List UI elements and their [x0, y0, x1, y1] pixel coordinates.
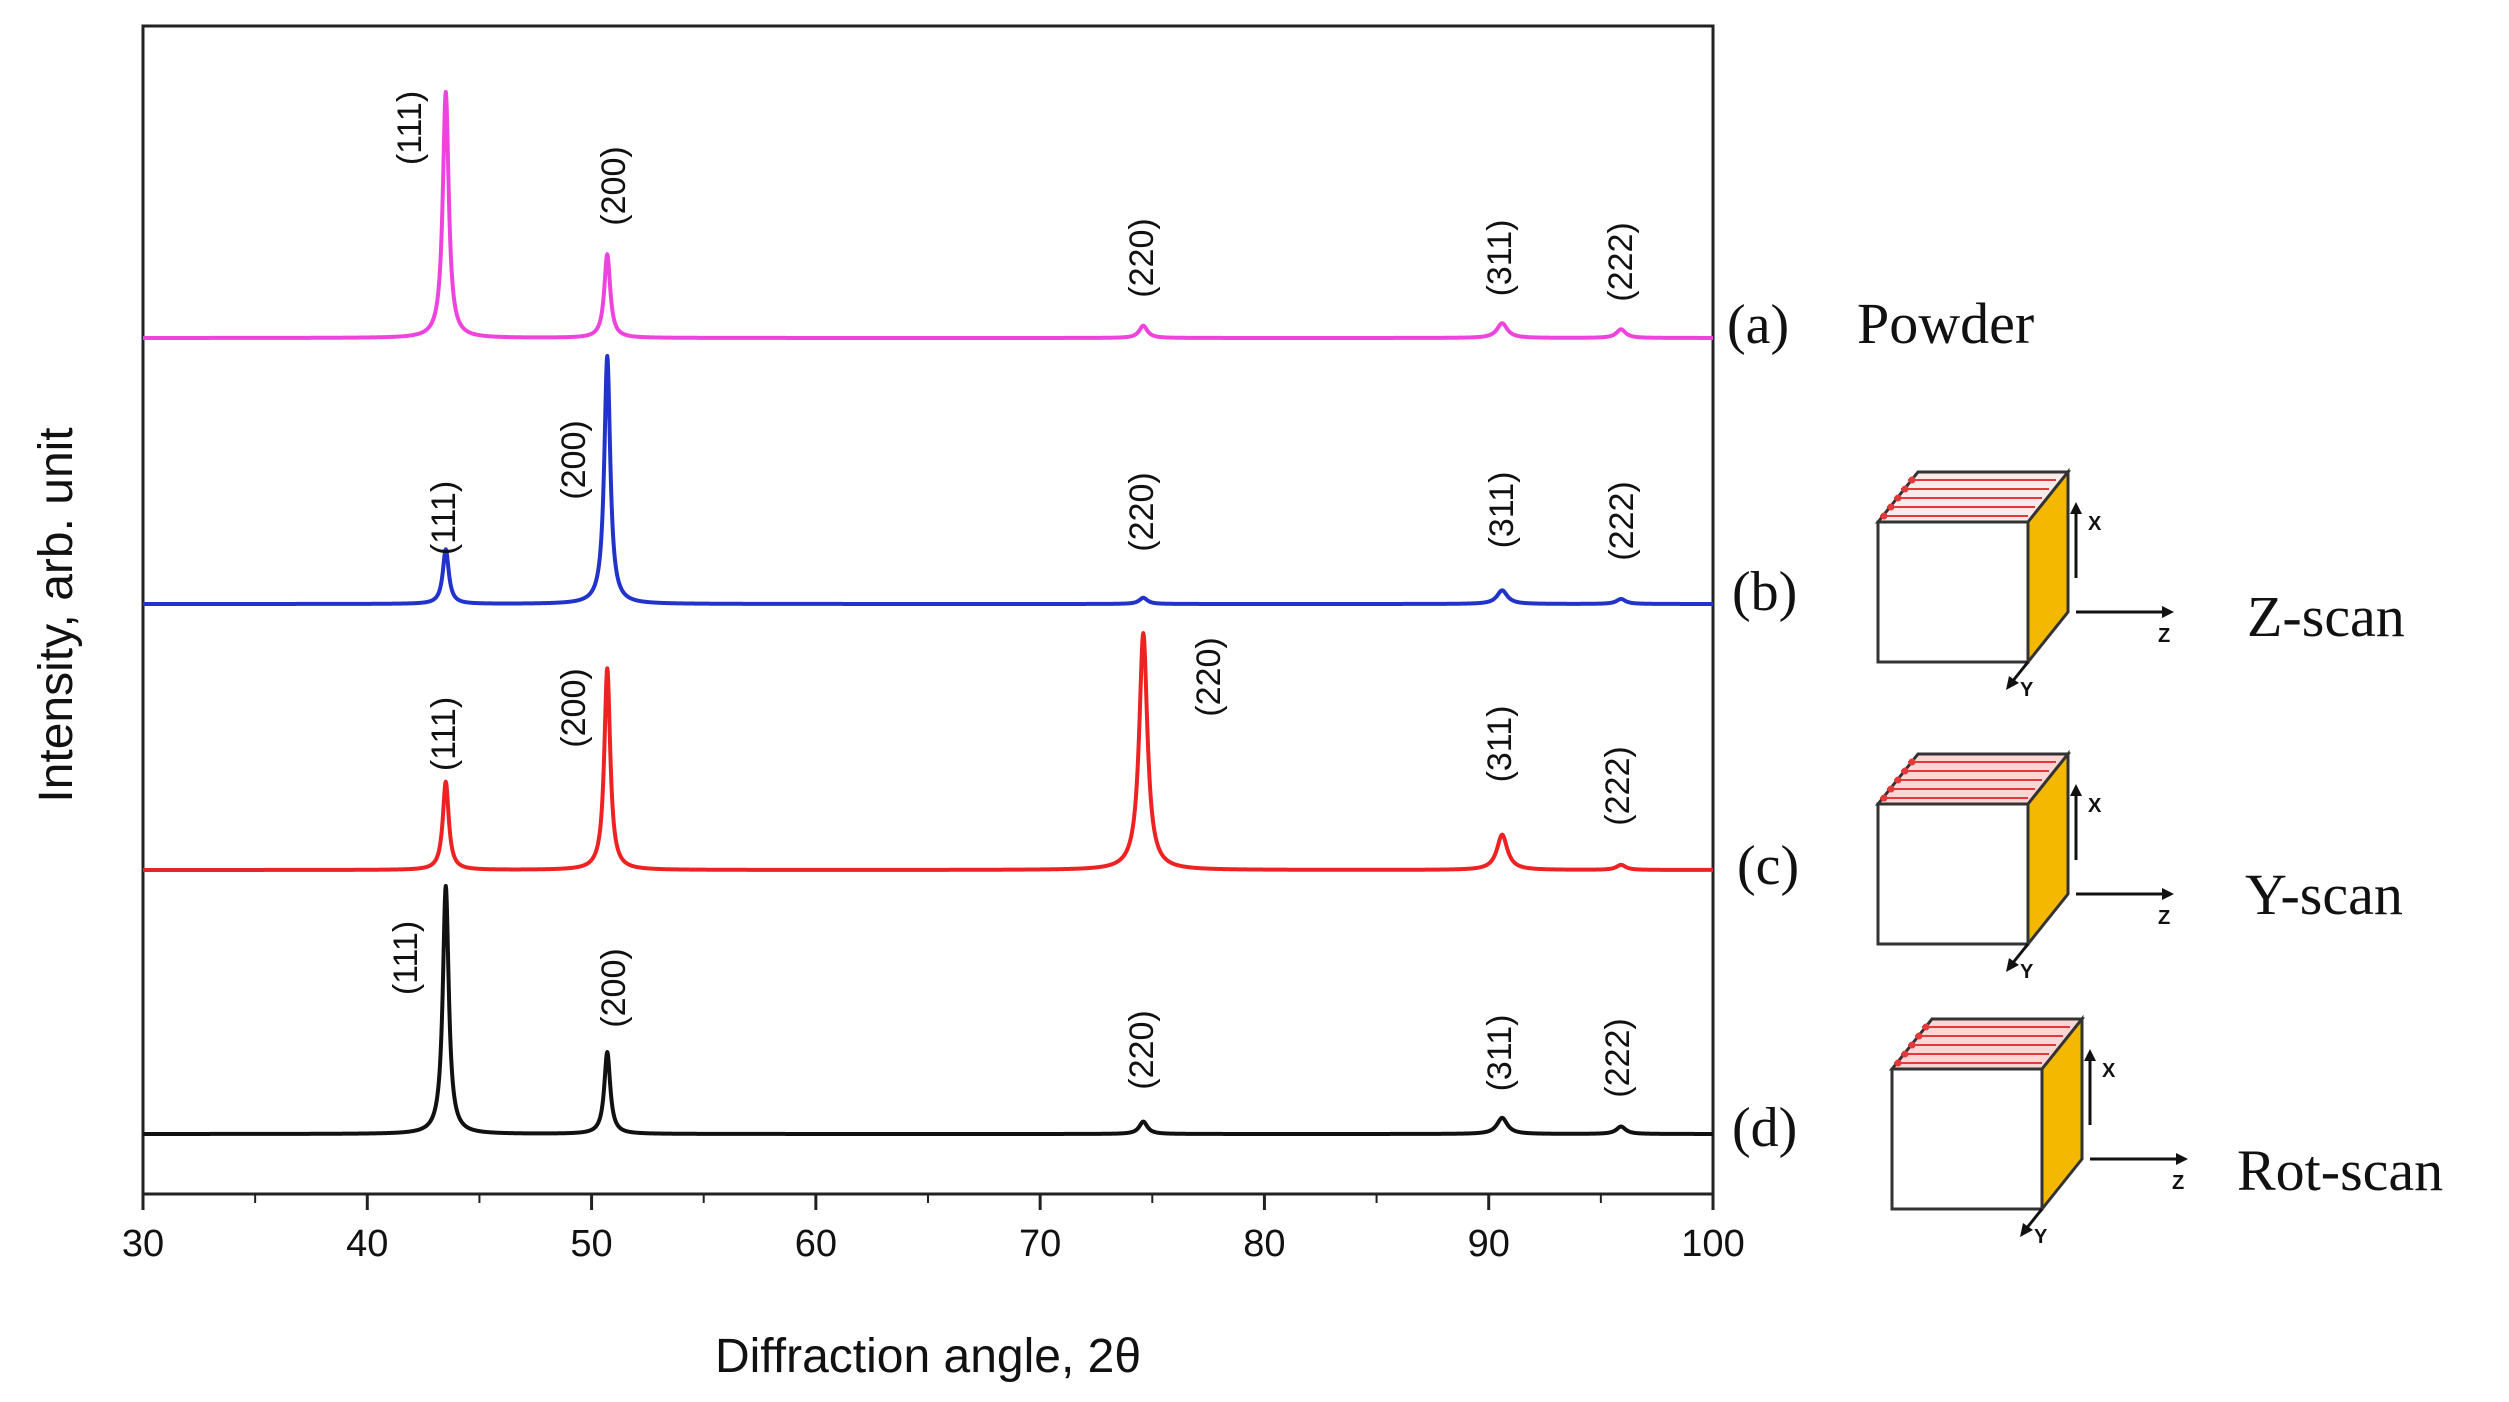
x-tick-label: 60	[795, 1223, 837, 1265]
peak-label-c-311: (311)	[1481, 706, 1519, 783]
series-line-a	[141, 89, 1715, 340]
series-tag-d: (d)	[1732, 1097, 1797, 1159]
cube-front-face	[1890, 1067, 2044, 1211]
z-axis-arrowhead	[2176, 1153, 2188, 1165]
peak-label-b-111: (111)	[425, 481, 463, 555]
peak-label-d-220: (220)	[1123, 1010, 1161, 1089]
scan-arrow-head	[1887, 503, 1895, 511]
plot-frame	[141, 24, 1715, 1196]
scan-arrow-head	[1908, 476, 1916, 484]
scan-arrow-head	[1908, 758, 1916, 766]
peak-label-c-111: (111)	[425, 697, 463, 771]
peak-label-b-222: (222)	[1603, 481, 1641, 560]
x-tick-label: 70	[1019, 1223, 1061, 1265]
rot-scan-cube-diagram: X Z Y	[1888, 1014, 2188, 1248]
axis-letter-z: Z	[2158, 625, 2170, 647]
peak-label-d-311: (311)	[1481, 1015, 1519, 1092]
label-layer: (111) (200) (220) (311) (222) (111) (200) (220)…	[387, 91, 1641, 1098]
axis-letter-z: Z	[2172, 1172, 2184, 1194]
x-tick-label: 90	[1468, 1223, 1510, 1265]
series-names: Powder Z-scan Y-scan Rot-scan	[1857, 291, 2443, 1203]
series-name-powder: Powder	[1857, 291, 2034, 356]
x-axis-tick-labels: 30 40 50 60 70 80 90 100	[122, 1223, 1745, 1265]
cube-side-face	[2026, 749, 2070, 949]
axis-letter-y: Y	[2034, 1226, 2048, 1248]
peak-label-a-222: (222)	[1602, 222, 1640, 301]
y-scan-cube-diagram: X Z Y	[1874, 749, 2174, 983]
x-tick-label: 100	[1681, 1223, 1744, 1265]
x-axis-arrowhead	[2070, 784, 2082, 796]
peak-label-a-220: (220)	[1123, 218, 1161, 297]
axis-letter-x: X	[2088, 795, 2102, 817]
peak-label-a-200: (200)	[595, 146, 633, 225]
scan-arrow-head	[1901, 1050, 1909, 1058]
cube-side-face	[2026, 467, 2070, 667]
scan-arrow-head	[1901, 485, 1909, 493]
y-axis-arrowhead	[2006, 676, 2019, 690]
peak-label-b-220: (220)	[1123, 472, 1161, 551]
y-axis-arrow	[2010, 661, 2030, 683]
peak-label-b-311: (311)	[1483, 472, 1521, 549]
series-name-y-scan: Y-scan	[2245, 862, 2403, 927]
x-tick-label: 40	[346, 1223, 388, 1265]
cube-front-face	[1876, 520, 2030, 664]
peak-label-d-111: (111)	[387, 921, 425, 995]
y-axis-arrowhead	[2020, 1223, 2033, 1237]
axis-letter-y: Y	[2020, 961, 2034, 983]
series-layer	[141, 89, 1715, 1136]
peak-label-b-200: (200)	[555, 420, 593, 499]
scan-arrow-head	[1894, 1059, 1902, 1067]
cube-front-face	[1876, 802, 2030, 946]
y-axis-arrow	[2024, 1208, 2044, 1230]
peak-label-d-200: (200)	[595, 948, 633, 1027]
axis-letter-y: Y	[2020, 679, 2034, 701]
x-axis-arrowhead	[2070, 502, 2082, 514]
x-tick-label: 80	[1243, 1223, 1285, 1265]
axis-letter-x: X	[2088, 513, 2102, 535]
scan-arrow-head	[1880, 512, 1888, 520]
series-tag-c: (c)	[1737, 835, 1799, 897]
scan-arrow-head	[1894, 776, 1902, 784]
z-axis-arrowhead	[2162, 888, 2174, 900]
peak-label-d-222: (222)	[1599, 1018, 1637, 1097]
y-axis-title: Intensity, arb. unit	[30, 427, 83, 802]
scan-arrow-head	[1915, 1032, 1923, 1040]
series-line-d	[141, 883, 1715, 1136]
peak-label-c-220: (220)	[1190, 637, 1228, 716]
z-axis-arrowhead	[2162, 606, 2174, 618]
scan-arrow-head	[1922, 1023, 1930, 1031]
y-axis-arrow	[2010, 943, 2030, 965]
peak-label-c-222: (222)	[1599, 746, 1637, 825]
scan-arrow-head	[1894, 494, 1902, 502]
series-line-c	[141, 631, 1715, 872]
peak-label-a-111: (111)	[391, 91, 429, 165]
x-axis-arrowhead	[2084, 1049, 2096, 1061]
series-line-b	[141, 353, 1715, 606]
series-name-rot-scan: Rot-scan	[2237, 1138, 2443, 1203]
x-axis-ticks	[141, 1194, 1715, 1210]
peak-label-c-200: (200)	[555, 668, 593, 747]
series-name-z-scan: Z-scan	[2247, 584, 2405, 649]
y-axis-arrowhead	[2006, 958, 2019, 972]
scan-arrow-head	[1901, 767, 1909, 775]
scan-arrow-head	[1880, 794, 1888, 802]
z-scan-cube-diagram: X Z Y	[1874, 467, 2174, 701]
series-tags: (a) (b) (c) (d)	[1727, 294, 1799, 1159]
series-tag-b: (b)	[1732, 561, 1797, 623]
x-tick-label: 30	[122, 1223, 164, 1265]
series-tag-a: (a)	[1727, 294, 1789, 356]
axis-letter-z: Z	[2158, 907, 2170, 929]
scan-arrow-head	[1887, 785, 1895, 793]
axis-letter-x: X	[2102, 1060, 2116, 1082]
scan-arrow-head	[1908, 1041, 1916, 1049]
cube-side-face	[2040, 1014, 2084, 1214]
peak-label-a-311: (311)	[1481, 220, 1519, 297]
x-tick-label: 50	[570, 1223, 612, 1265]
x-axis-title: Diffraction angle, 2θ	[715, 1330, 1141, 1383]
